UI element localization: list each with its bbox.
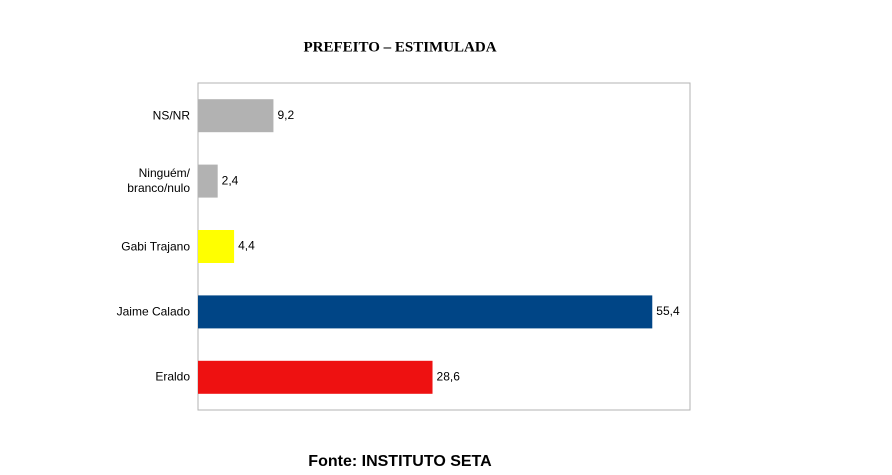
bar <box>198 230 235 263</box>
category-label: Jaime Calado <box>116 304 190 319</box>
value-label: 2,4 <box>222 173 239 187</box>
category-label: NS/NR <box>152 108 190 123</box>
category-label: Ninguém/ branco/nulo <box>127 166 190 196</box>
value-label: 55,4 <box>656 304 680 318</box>
source: Fonte: INSTITUTO SETA <box>308 453 492 470</box>
bar <box>198 99 274 133</box>
category-label: Gabi Trajano <box>121 239 190 253</box>
chart-title: PREFEITO – ESTIMULADA <box>303 39 496 55</box>
value-label: 4,4 <box>238 239 255 253</box>
category-label: Eraldo <box>155 369 190 384</box>
bar <box>198 295 653 329</box>
bar <box>198 360 433 394</box>
value-label: 28,6 <box>437 369 461 383</box>
value-label: 9,2 <box>277 108 294 122</box>
bar <box>198 164 218 198</box>
